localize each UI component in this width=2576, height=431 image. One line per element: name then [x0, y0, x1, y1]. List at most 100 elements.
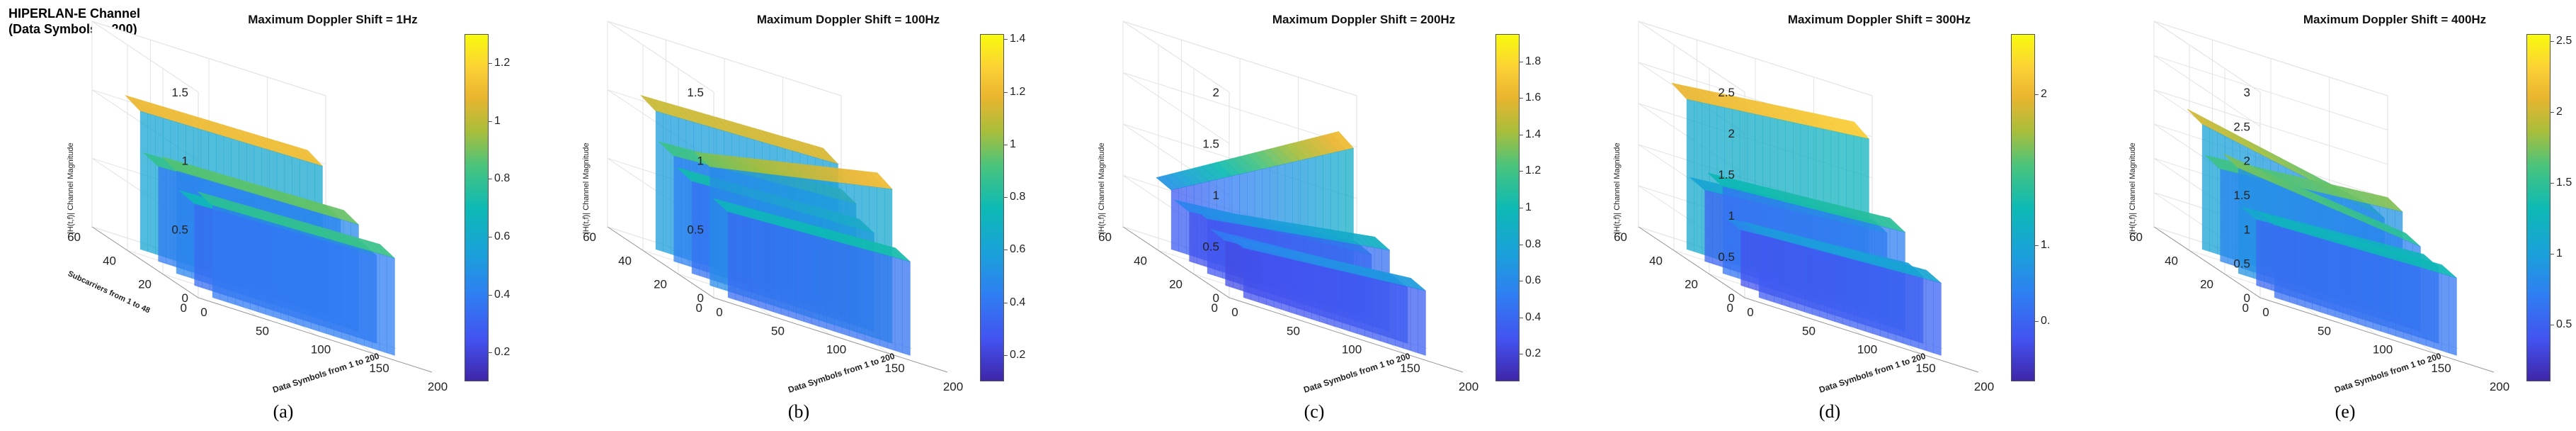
surface [2187, 108, 2457, 356]
colorbar-tick-label: 0.6 [488, 230, 511, 242]
x-tick-label: 0 [2262, 306, 2269, 319]
y-tick-label: 0 [2242, 301, 2249, 315]
z-tick-label: 0.5 [1718, 250, 1735, 264]
x-tick-label: 50 [1287, 324, 1300, 337]
surface-band [197, 191, 395, 356]
z-tick-label: 1.5 [2233, 189, 2250, 202]
colorbar-tick-label: 1.6 [1519, 91, 1541, 104]
y-axis-label: Subcarriers from 1 to 48 [67, 269, 152, 315]
figure-title-line1: HIPERLAN-E Channel [8, 6, 141, 21]
z-tick-label: 1 [182, 155, 188, 168]
y-tick-label: 0 [1727, 301, 1733, 315]
z-tick-label: 1 [1728, 209, 1735, 223]
y-tick-label: 0 [181, 301, 187, 315]
colorbar-tick-label: 2 [2035, 88, 2047, 101]
x-tick-label: 150 [369, 362, 389, 375]
surface [125, 94, 395, 356]
colorbar-tick-label: 0.2 [1519, 347, 1541, 360]
z-tick-label: 2 [1213, 86, 1219, 99]
surface-plot: 0 0.5 1 1.5 0 50 100 150 200 0 20 40 60 Data Symbols … [583, 21, 963, 395]
x-axis-label: Data Symbols from 1 to 200 [2333, 351, 2442, 395]
z-tick-label: 2 [2244, 155, 2250, 168]
y-tick-label: 0 [1212, 301, 1218, 315]
z-tick-label: 0 [1213, 291, 1219, 305]
surface-band [712, 198, 911, 356]
z-tick-label: 0 [697, 291, 704, 305]
panel-c: 0 0.5 1 1.5 2 0 50 100 150 200 0 20 40 60 Data Symbols… [1031, 0, 1546, 431]
colorbar-tick-label: 1.8 [1519, 55, 1541, 67]
panel-title: Maximum Doppler Shift = 300Hz [1787, 13, 1971, 26]
z-tick-label: 1 [697, 155, 704, 168]
panel-caption: (e) [2335, 401, 2356, 422]
x-axis-label: Data Symbols from 1 to 200 [1818, 351, 1927, 395]
colorbar-tick-label: 0.4 [1003, 296, 1026, 308]
colorbar [465, 34, 489, 381]
z-tick-label: 0.5 [1202, 240, 1219, 254]
x-tick-label: 150 [1400, 362, 1420, 375]
panel-b: 0 0.5 1 1.5 0 50 100 150 200 0 20 40 60 Data Symbols … [515, 0, 1030, 431]
panel-title: Maximum Doppler Shift = 100Hz [756, 13, 940, 26]
surface-plot: 0 0.5 1 1.5 2 2.5 0 50 100 150 200 0 20 40 60 Data Symb… [1614, 21, 1994, 395]
z-tick-label: 1.5 [1202, 138, 1219, 151]
panel-d: 0 0.5 1 1.5 2 2.5 0 50 100 150 200 0 20 40 60 Data Symb… [1546, 0, 2061, 431]
colorbar-tick-label: 0.8 [488, 172, 511, 185]
x-tick-label: 200 [1459, 380, 1478, 393]
z-tick-label: 1 [2244, 223, 2250, 236]
colorbar-tick-label: 1. [2034, 239, 2051, 252]
y-tick-label: 40 [1649, 254, 1663, 267]
colorbar-tick-label: 0.2 [488, 346, 511, 359]
colorbar-tick-label: 0.4 [488, 288, 511, 301]
x-tick-label: 200 [943, 380, 963, 393]
y-tick-label: 20 [138, 278, 152, 291]
colorbar [2526, 34, 2551, 381]
y-tick-label: 0 [696, 301, 702, 315]
y-tick-label: 60 [583, 230, 596, 244]
z-axis-label: |H(t,f)| Channel Magnitude [2128, 142, 2137, 234]
colorbar-tick-label: 1 [2551, 247, 2563, 259]
colorbar [980, 34, 1004, 381]
panel-e: 0 0.5 1 1.5 2 2.5 3 0 50 100 150 200 0 20 40 60 Data Sym… [2062, 0, 2576, 431]
x-tick-label: 0 [1231, 306, 1238, 319]
z-axis-label: |H(t,f)| Channel Magnitude [1098, 142, 1106, 234]
z-tick-label: 0.5 [687, 223, 704, 236]
colorbar-tick-label: 1.4 [1519, 128, 1541, 140]
colorbar-tick-label: 0.6 [1519, 274, 1541, 287]
panel-title: Maximum Doppler Shift = 400Hz [2303, 13, 2487, 26]
panel-caption: (b) [787, 401, 810, 422]
x-tick-label: 100 [1342, 343, 1362, 357]
x-tick-label: 0 [200, 306, 207, 319]
x-axis-label: Data Symbols from 1 to 200 [1302, 351, 1411, 395]
x-axis-label: Data Symbols from 1 to 200 [271, 351, 380, 395]
surface-band [2259, 211, 2457, 356]
panel-caption: (c) [1304, 401, 1325, 422]
colorbar-tick-label: 0.2 [1003, 348, 1026, 361]
z-tick-label: 1 [1213, 189, 1219, 202]
surface-band [1228, 235, 1426, 356]
x-tick-label: 100 [2373, 343, 2393, 357]
y-tick-label: 60 [1614, 230, 1627, 244]
panel-caption: (d) [1818, 401, 1841, 422]
z-tick-label: 0.5 [171, 223, 188, 236]
colorbar-tick-label: 0. [2034, 314, 2051, 327]
x-tick-label: 0 [716, 306, 722, 319]
colorbar-tick-label: 1 [489, 114, 501, 127]
x-tick-label: 150 [1915, 362, 1935, 375]
colorbar-tick-label: 2 [2551, 106, 2563, 118]
y-tick-label: 40 [103, 254, 116, 267]
colorbar-tick-label: 1 [1520, 201, 1532, 213]
surface [1671, 82, 1942, 356]
x-tick-label: 50 [771, 324, 785, 337]
x-tick-label: 200 [1974, 380, 1994, 393]
z-axis-label: |H(t,f)| Channel Magnitude [582, 142, 591, 234]
z-tick-label: 0.5 [2233, 257, 2250, 271]
surface [1156, 131, 1426, 356]
z-tick-label: 0 [2244, 291, 2250, 305]
y-tick-label: 60 [67, 230, 81, 244]
colorbar-tick-label: 1 [1004, 138, 1016, 150]
colorbar-tick-label: 0.4 [1519, 310, 1541, 323]
surface-plot: 0 0.5 1 1.5 0 50 100 150 200 0 20 40 60 Data Symbols … [67, 21, 448, 395]
x-tick-label: 0 [1747, 306, 1753, 319]
z-tick-label: 0 [182, 291, 188, 305]
